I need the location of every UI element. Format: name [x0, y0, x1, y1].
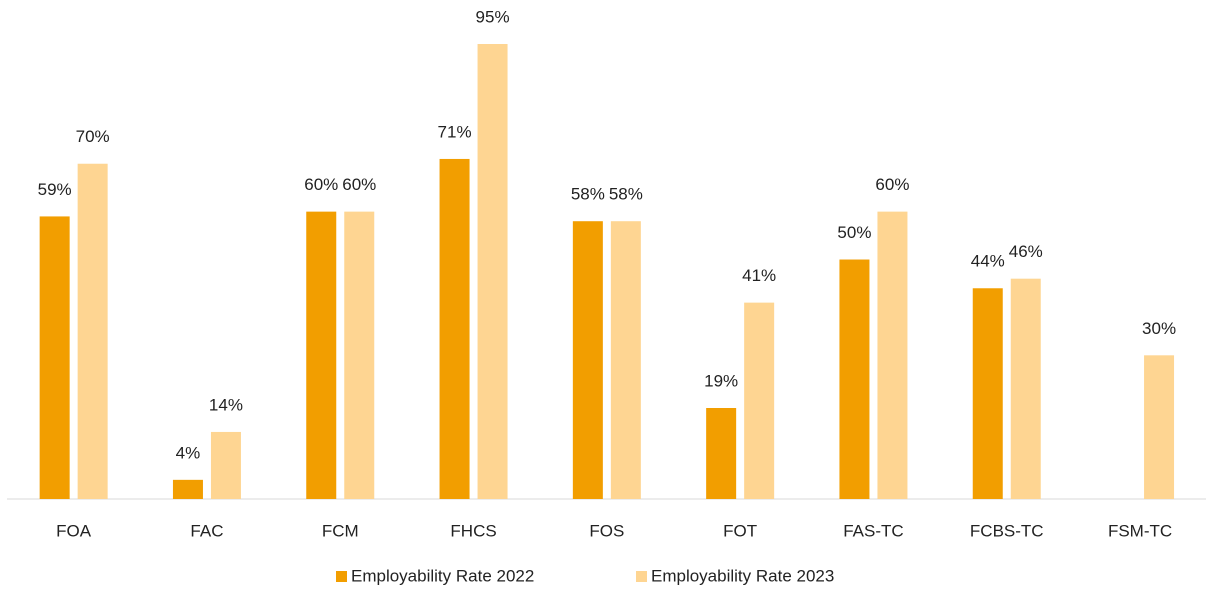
bar [210, 431, 241, 499]
bar [877, 211, 908, 499]
data-label: 60% [304, 175, 338, 194]
x-tick-label: FAC [190, 521, 223, 540]
data-label: 58% [609, 185, 643, 204]
x-tick-label: FOT [723, 521, 757, 540]
data-label: 95% [476, 7, 510, 26]
data-label: 41% [742, 266, 776, 285]
data-label: 60% [875, 175, 909, 194]
data-label: 19% [704, 371, 738, 390]
bar [610, 221, 641, 500]
x-tick-label: FSM-TC [1108, 521, 1172, 540]
legend-swatch [636, 571, 647, 582]
data-label: 58% [571, 185, 605, 204]
legend-swatch [336, 571, 347, 582]
legend-label: Employability Rate 2023 [651, 566, 834, 585]
data-label: 50% [837, 223, 871, 242]
bar [572, 221, 603, 500]
bar [172, 479, 203, 499]
data-label: 60% [342, 175, 376, 194]
x-tick-label: FAS-TC [843, 521, 903, 540]
data-label: 71% [438, 122, 472, 141]
data-label: 14% [209, 395, 243, 414]
bar [77, 163, 108, 499]
x-tick-label: FOS [589, 521, 624, 540]
data-label: 44% [971, 252, 1005, 271]
bar [1144, 355, 1175, 499]
x-tick-label: FOA [56, 521, 92, 540]
data-label: 70% [76, 127, 110, 146]
bar [439, 158, 470, 499]
bar [1010, 278, 1041, 499]
bar [477, 44, 508, 499]
bar [39, 216, 70, 499]
bar [706, 408, 737, 499]
data-label: 30% [1142, 319, 1176, 338]
x-tick-label: FCBS-TC [970, 521, 1044, 540]
data-label: 46% [1009, 242, 1043, 261]
x-tick-label: FHCS [450, 521, 496, 540]
x-tick-label: FCM [322, 521, 359, 540]
legend-label: Employability Rate 2022 [351, 566, 534, 585]
bar [839, 259, 870, 499]
data-label: 4% [176, 443, 201, 462]
bar [972, 288, 1003, 499]
bar [344, 211, 375, 499]
bar [744, 302, 775, 499]
bar [306, 211, 337, 499]
data-label: 59% [38, 180, 72, 199]
